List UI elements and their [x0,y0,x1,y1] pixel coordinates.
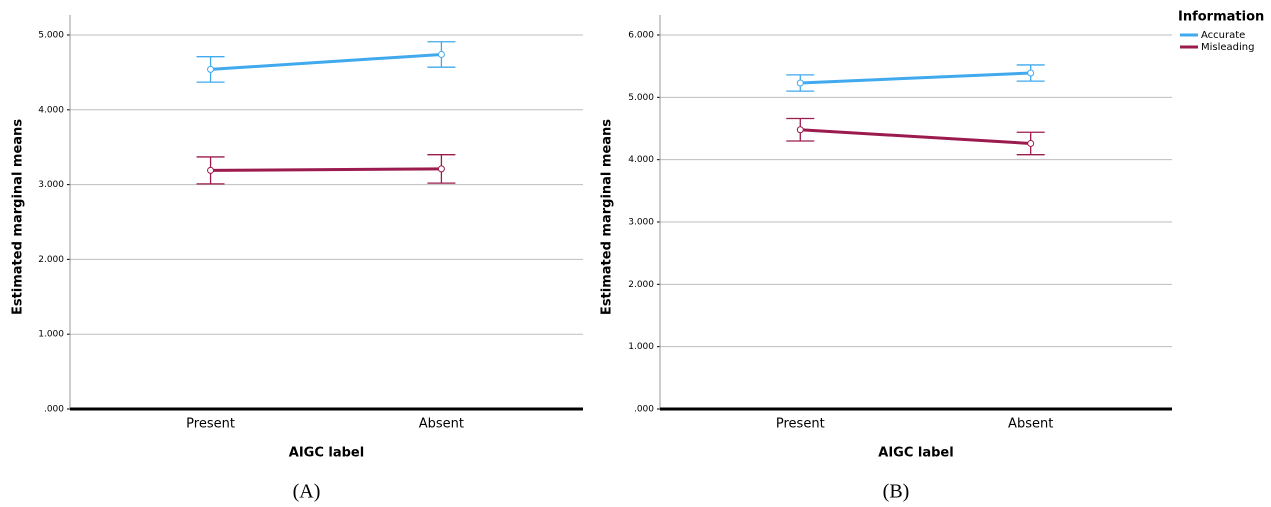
x-axis-title: AIGC label [878,446,953,461]
x-tick-label: Absent [1008,417,1053,432]
legend-title: Information [1178,10,1264,25]
x-axis-title: AIGC label [289,446,364,461]
point [437,50,445,58]
point [796,79,804,87]
legend-label: Accurate [1201,30,1245,41]
x-tick-label: Absent [419,417,464,432]
y-tick-label: 1.000 [628,342,654,352]
point [207,65,215,73]
legend-label: Misleading [1201,42,1255,53]
y-tick-label: 3.000 [38,180,64,190]
y-tick-label: 4.000 [38,105,64,115]
point [796,126,804,134]
y-axis-title: Estimated marginal means [11,119,26,315]
y-axis-title: Estimated marginal means [600,119,615,315]
y-tick-label: .000 [44,405,64,415]
y-tick-label: 6.000 [628,31,654,41]
point [437,165,445,173]
point [1027,69,1035,77]
series-line [800,128,1031,145]
y-tick-label: 5.000 [628,93,654,103]
x-tick-label: Present [776,417,825,432]
y-tick-label: .000 [634,405,654,415]
y-tick-label: 4.000 [628,155,654,165]
x-tick-label: Present [186,417,235,432]
point [207,166,215,174]
caption: (A) [293,481,321,503]
y-tick-label: 5.000 [38,31,64,41]
series-line [210,52,442,71]
series-line [210,167,442,172]
series-line [800,71,1031,85]
caption: (B) [883,481,910,503]
point [1027,139,1035,147]
y-tick-label: 1.000 [38,330,64,340]
y-tick-label: 2.000 [38,255,64,265]
y-tick-label: 2.000 [628,280,654,290]
y-tick-label: 3.000 [628,218,654,228]
